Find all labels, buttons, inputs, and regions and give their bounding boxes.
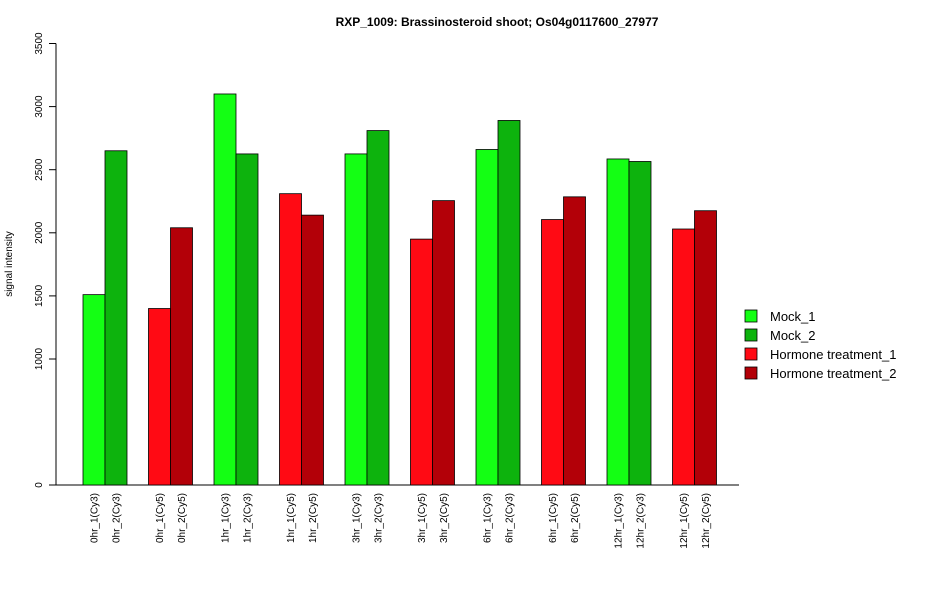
y-axis: 0 1000 1500 2000 2500 3000 3500 [34, 32, 57, 488]
x-category-label: 1hr_1(Cy3) [221, 493, 232, 543]
bar [235, 153, 259, 486]
bar [344, 153, 368, 486]
bar [366, 130, 390, 486]
x-category-label: 6hr_2(Cy3) [505, 493, 516, 543]
y-tick-label: 1500 [34, 284, 45, 307]
x-category-label: 3hr_2(Cy3) [374, 493, 385, 543]
bar [279, 193, 302, 486]
x-category-label: 0hr_1(Cy5) [155, 493, 166, 543]
legend-label: Mock_1 [770, 309, 816, 324]
bar [82, 294, 106, 486]
x-category-label: 3hr_2(Cy5) [439, 493, 450, 543]
x-category-label: 12hr_2(Cy5) [701, 493, 712, 549]
bar [541, 219, 564, 486]
x-category-label: 0hr_2(Cy3) [112, 493, 123, 543]
x-category-label: 6hr_1(Cy3) [483, 493, 494, 543]
bar [672, 228, 695, 486]
legend-swatch [744, 366, 758, 380]
x-category-label: 3hr_1(Cy5) [417, 493, 428, 543]
legend-label: Hormone treatment_1 [770, 347, 896, 362]
bar [148, 308, 171, 486]
bar [410, 238, 433, 486]
legend-label: Hormone treatment_2 [770, 366, 896, 381]
legend-label: Mock_2 [770, 328, 816, 343]
x-category-label: 3hr_1(Cy3) [352, 493, 363, 543]
bar [606, 158, 630, 486]
x-category-label: 1hr_2(Cy5) [308, 493, 319, 543]
x-category-label: 0hr_1(Cy3) [90, 493, 101, 543]
bar [104, 150, 128, 486]
x-category-label: 12hr_1(Cy3) [614, 493, 625, 549]
x-category-label: 1hr_2(Cy3) [243, 493, 254, 543]
bar [563, 196, 586, 486]
chart-title: RXP_1009: Brassinosteroid shoot; Os04g01… [336, 15, 659, 29]
bar [432, 200, 455, 486]
bar [170, 227, 193, 486]
y-tick-label: 3500 [34, 32, 45, 55]
legend-swatch [744, 347, 758, 361]
y-tick-label: 2500 [34, 158, 45, 181]
y-tick-label: 2000 [34, 221, 45, 244]
bar [497, 120, 521, 486]
x-category-label: 12hr_1(Cy5) [679, 493, 690, 549]
x-category-label: 6hr_1(Cy5) [548, 493, 559, 543]
legend-swatch [744, 309, 758, 323]
y-tick-label: 1000 [34, 347, 45, 370]
y-axis-label: signal intensity [4, 231, 15, 297]
x-category-label: 1hr_1(Cy5) [286, 493, 297, 543]
bar [301, 214, 324, 486]
legend: Mock_1 Mock_2 Hormone treatment_1 Hormone t… [744, 309, 896, 381]
y-tick-label: 0 [34, 482, 45, 488]
x-category-label: 0hr_2(Cy5) [177, 493, 188, 543]
bar [694, 210, 717, 486]
x-category-label: 12hr_2(Cy3) [636, 493, 647, 549]
bars-group [56, 93, 739, 486]
bar [628, 161, 652, 486]
bar [475, 149, 499, 486]
y-tick-label: 3000 [34, 95, 45, 118]
bar [213, 93, 237, 486]
x-axis-labels: 0hr_1(Cy3) 0hr_2(Cy3) 0hr_1(Cy5) 0hr_2(Cy5)… [90, 493, 713, 549]
legend-swatch [744, 328, 758, 342]
x-category-label: 6hr_2(Cy5) [570, 493, 581, 543]
